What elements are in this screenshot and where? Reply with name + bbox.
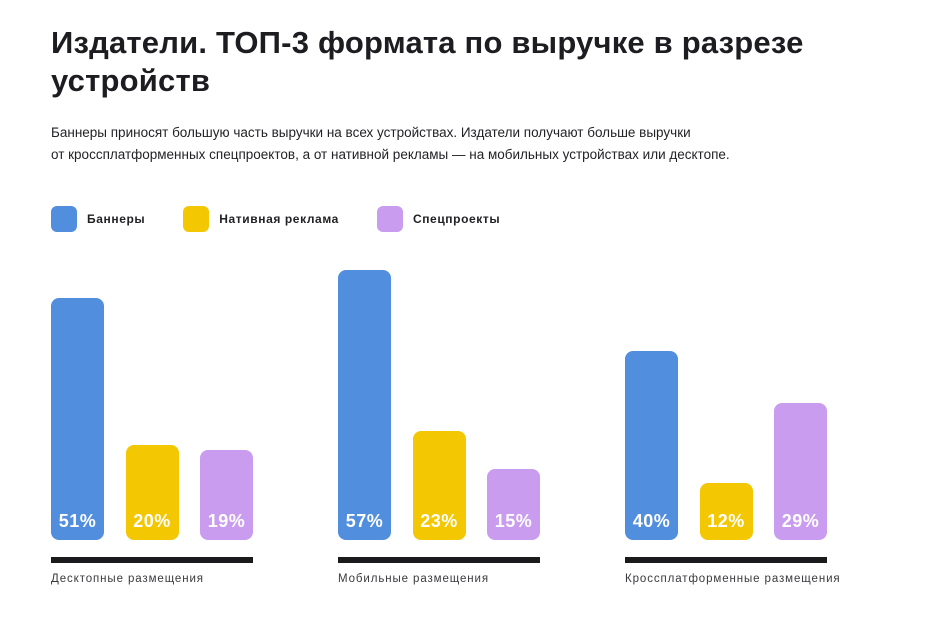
bar-group: 40% 12% 29% Кроссплатформенные размещения [625,270,841,585]
bar: 19% [200,450,253,540]
bar-group: 57% 23% 15% Мобильные размещения [338,270,540,585]
bar: 57% [338,270,391,540]
bar-value-label: 51% [58,511,97,531]
legend-label: Нативная реклама [219,212,339,226]
page-title-line-2: устройств [51,63,211,98]
legend-label: Баннеры [87,212,146,226]
bar-group-bars: 51% 20% 19% [51,270,253,540]
chart-card: Издатели. ТОП-3 формата по выручке в раз… [51,24,881,585]
bar-value-label: 12% [707,511,745,531]
bar: 20% [125,445,179,540]
bar-group-bars: 40% 12% 29% [625,270,827,540]
bar-value-label: 57% [345,511,384,531]
legend-swatch [51,206,77,232]
legend-item: Баннеры [51,206,145,232]
legend-swatch [376,206,403,232]
page-title: Издатели. ТОП-3 формата по выручке в раз… [51,24,881,100]
chart-legend: Баннеры Нативная реклама Спецпроекты [51,206,881,232]
bar-value-label: 19% [207,511,246,531]
bar-group-bars: 57% 23% 15% [338,270,540,540]
bar: 23% [412,431,466,540]
bar: 29% [774,403,827,540]
category-underline [51,557,253,563]
chart-subtitle: Баннеры приносят большую часть выручки н… [51,122,881,166]
bar-value-label: 20% [133,511,171,531]
category-underline [338,557,540,563]
legend-label: Спецпроекты [412,212,501,226]
bar-value-label: 40% [632,511,671,531]
bar: 40% [625,351,678,540]
page-title-line-1: Издатели. ТОП-3 формата по выручке в раз… [51,25,804,60]
bar-chart: 51% 20% 19% Десктопные размещения 57% 23% 15% М… [51,270,881,585]
bar-value-label: 15% [494,511,533,531]
chart-subtitle-line-2: от кроссплатформенных спецпроектов, а от… [51,147,730,162]
category-label: Мобильные размещения [338,573,489,585]
legend-swatch [183,206,210,232]
category-label: Десктопные размещения [51,573,204,585]
category-label: Кроссплатформенные размещения [625,573,841,585]
chart-subtitle-line-1: Баннеры приносят большую часть выручки н… [51,125,691,140]
legend-item: Нативная реклама [183,206,339,232]
bar: 15% [487,469,540,540]
bar: 51% [51,298,104,540]
category-underline [625,557,827,563]
legend-item: Спецпроекты [376,206,501,232]
bar-value-label: 29% [781,511,820,531]
bar: 12% [699,483,753,540]
bar-group: 51% 20% 19% Десктопные размещения [51,270,253,585]
bar-value-label: 23% [420,511,458,531]
